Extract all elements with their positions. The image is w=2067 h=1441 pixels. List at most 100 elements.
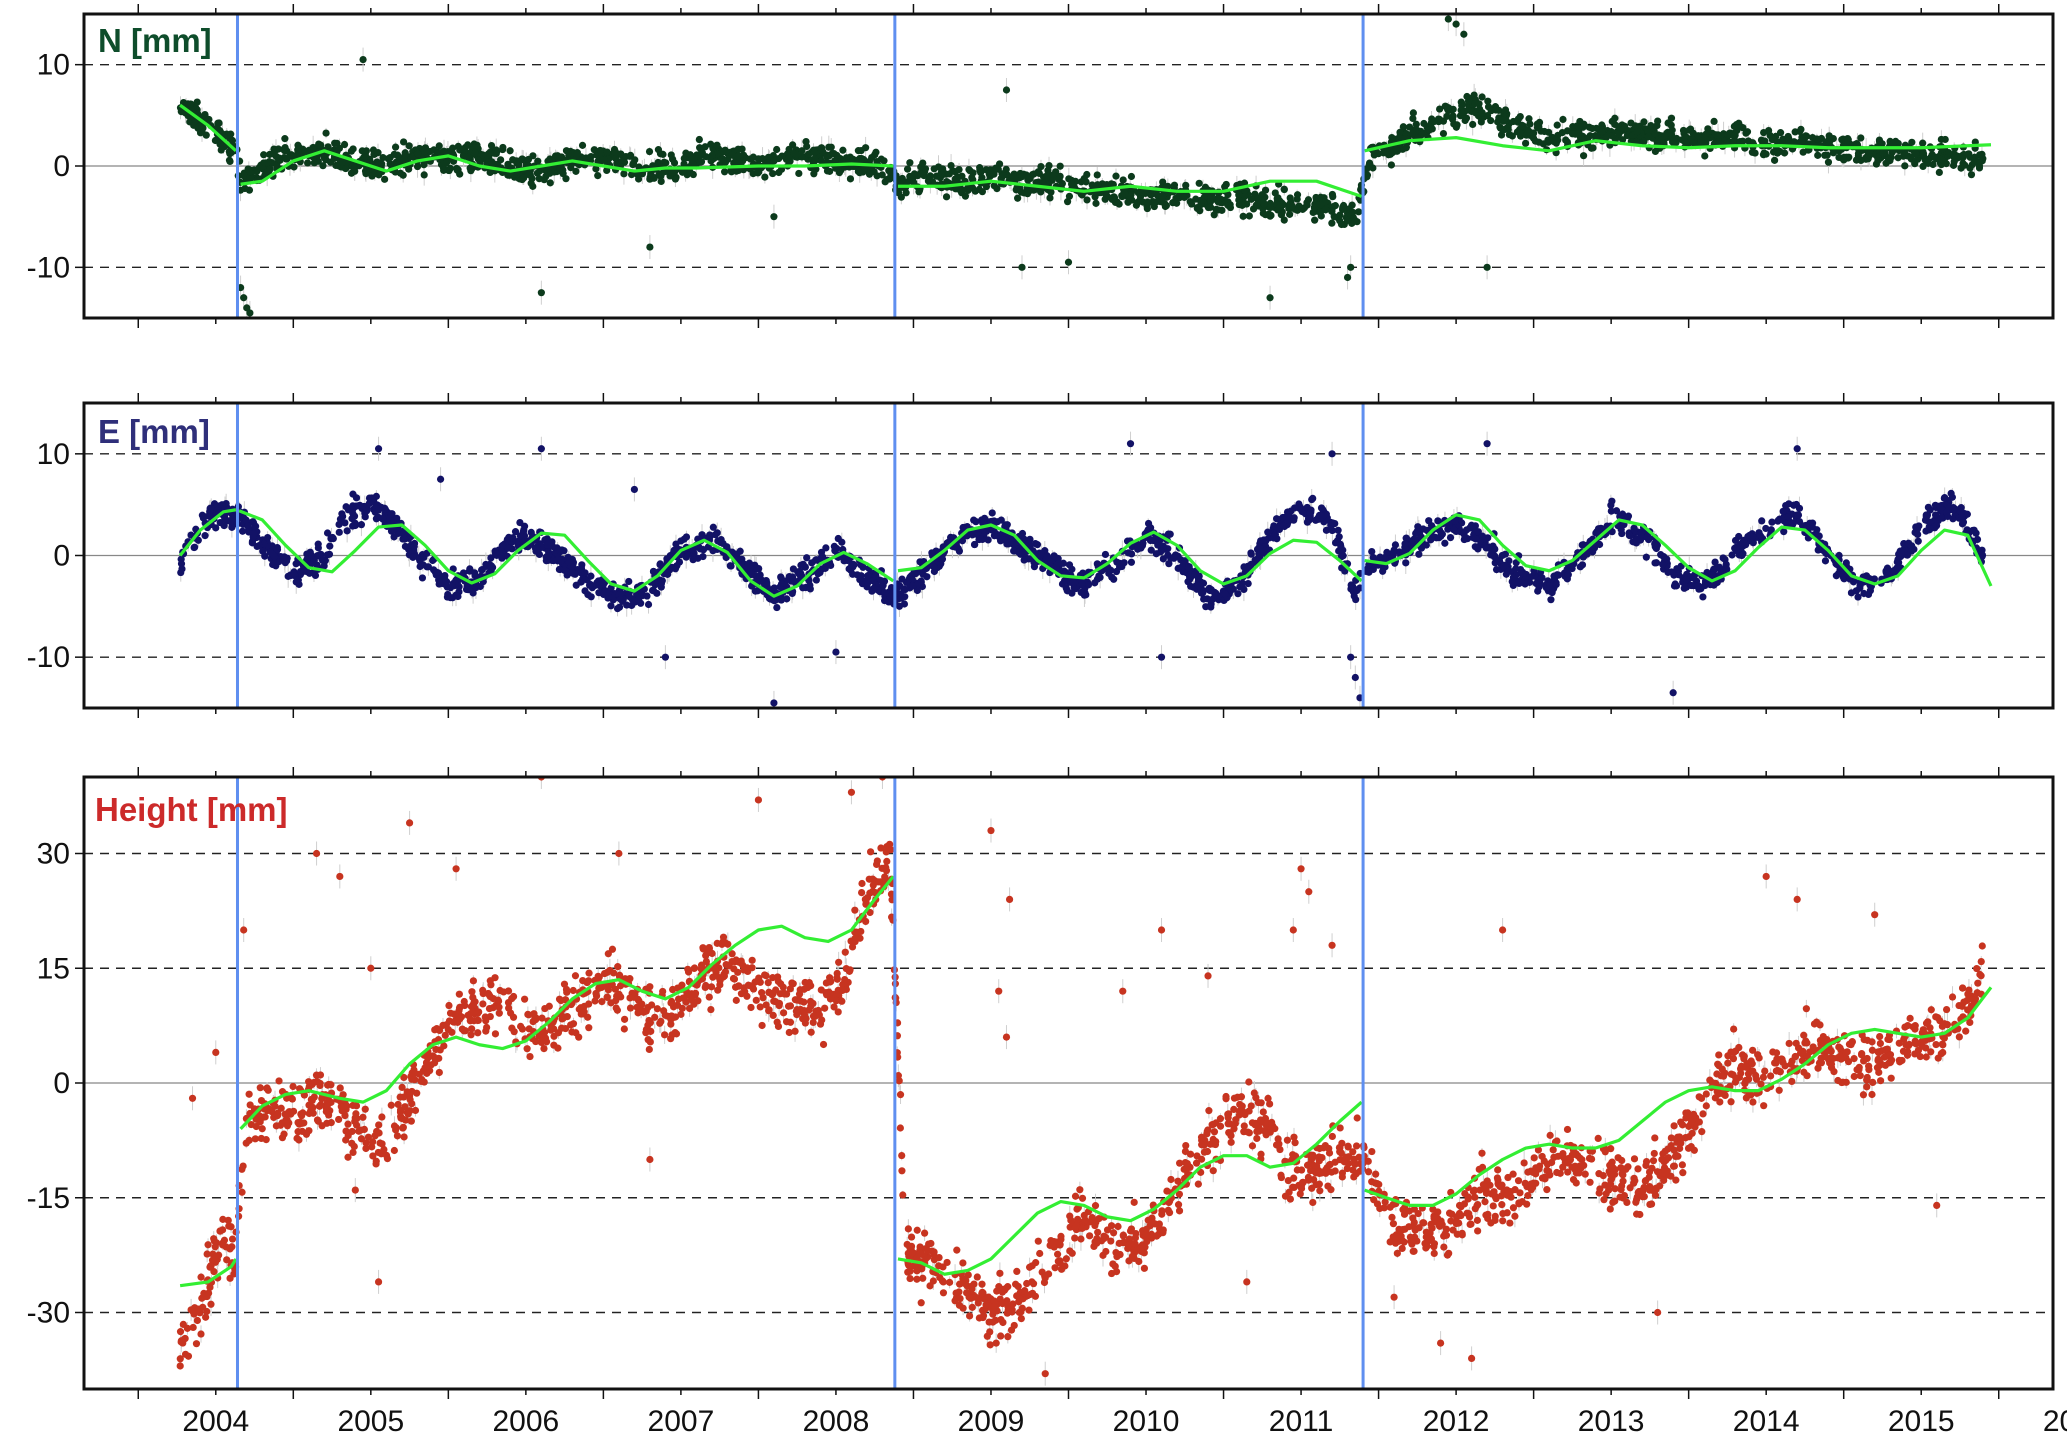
observation-point (510, 170, 519, 178)
observation-point (695, 135, 703, 144)
observation-point (751, 587, 759, 595)
observation-point (1651, 130, 1659, 138)
y-tick-label: 0 (53, 150, 70, 183)
observation-point (1852, 587, 1860, 595)
observation-point (1309, 494, 1317, 502)
observation-point (720, 168, 729, 176)
observation-point (1354, 208, 1363, 216)
observation-point (812, 576, 820, 584)
observation-point (921, 165, 930, 173)
observation-point (997, 174, 1005, 183)
north-panel: -10 0 10 (27, 4, 2055, 328)
observation-point (1840, 156, 1848, 164)
observation-point (413, 162, 422, 171)
observation-point (1762, 524, 1770, 533)
observation-point (1797, 125, 1805, 134)
observation-point (445, 166, 453, 175)
observation-point (241, 184, 249, 193)
observation-point (1919, 151, 1928, 160)
observation-point (478, 566, 486, 574)
observation-point (290, 163, 298, 171)
observation-point (1478, 93, 1486, 101)
observation-point (1276, 203, 1284, 212)
observation-point (1446, 533, 1455, 542)
observation-point (616, 589, 624, 597)
observation-point (1259, 198, 1268, 207)
observation-point (1682, 139, 1690, 147)
observation-point (414, 150, 422, 158)
observation-point (1725, 130, 1733, 139)
observation-point (956, 186, 964, 194)
observation-point (1235, 196, 1243, 204)
observation-point (856, 575, 864, 584)
observation-point (272, 146, 280, 154)
observation-point (880, 157, 888, 165)
observation-point (1901, 162, 1909, 170)
observation-point (1948, 493, 1956, 501)
observation-point (390, 533, 398, 541)
observation-point (201, 532, 209, 540)
observation-point (1932, 155, 1940, 163)
observation-point (1093, 171, 1101, 179)
observation-point (1780, 149, 1789, 157)
observation-point (1762, 150, 1770, 158)
observation-point (399, 138, 408, 146)
observation-point (798, 147, 806, 155)
observation-point (939, 165, 947, 173)
observation-point (942, 193, 951, 201)
observation-point (1779, 137, 1787, 146)
observation-point (1499, 126, 1507, 134)
observation-point (1906, 153, 1914, 161)
observation-point (696, 158, 704, 166)
observation-point (688, 155, 696, 163)
observation-point (667, 151, 675, 159)
observation-point (1245, 212, 1253, 220)
observation-point (1023, 190, 1032, 198)
observation-point (1464, 106, 1472, 114)
observation-point (1924, 503, 1932, 511)
observation-point (594, 172, 602, 180)
observation-point (1919, 139, 1927, 147)
observation-point (1519, 122, 1527, 130)
observation-point (282, 155, 291, 163)
observation-point (1791, 128, 1799, 136)
observation-point (1286, 210, 1294, 218)
observation-point (1730, 122, 1738, 130)
observation-point (215, 119, 223, 127)
observation-point (1226, 203, 1235, 212)
observation-point (1409, 109, 1417, 117)
observation-point (1608, 132, 1616, 140)
observation-point (1575, 123, 1583, 131)
observation-point (620, 170, 628, 178)
observation-point (1670, 135, 1678, 144)
model-curve (179, 103, 238, 152)
outlier-point (1343, 273, 1352, 282)
observation-point (1350, 592, 1358, 600)
observation-point (1508, 132, 1516, 140)
observation-point (1056, 162, 1064, 170)
observation-point (1912, 149, 1920, 157)
observation-point (873, 158, 881, 166)
outlier-point (1483, 263, 1491, 271)
observation-point (260, 151, 268, 159)
observation-point (1908, 138, 1916, 146)
outlier-point (240, 294, 248, 302)
observation-point (506, 147, 514, 155)
observation-point (873, 172, 881, 180)
outlier-point (1347, 263, 1355, 271)
observation-point (518, 175, 526, 184)
observation-point (1679, 126, 1688, 135)
y-tick-label: -10 (27, 251, 70, 284)
observation-point (1192, 195, 1200, 203)
observation-point (1579, 152, 1588, 160)
observation-point (1261, 186, 1270, 194)
observation-point (707, 140, 715, 148)
observation-point (187, 100, 195, 108)
observation-point (1317, 201, 1325, 209)
observation-point (338, 158, 347, 166)
observation-point (1965, 150, 1973, 158)
observation-point (1196, 207, 1204, 215)
observation-point (1552, 136, 1560, 144)
observation-point (1119, 176, 1127, 184)
